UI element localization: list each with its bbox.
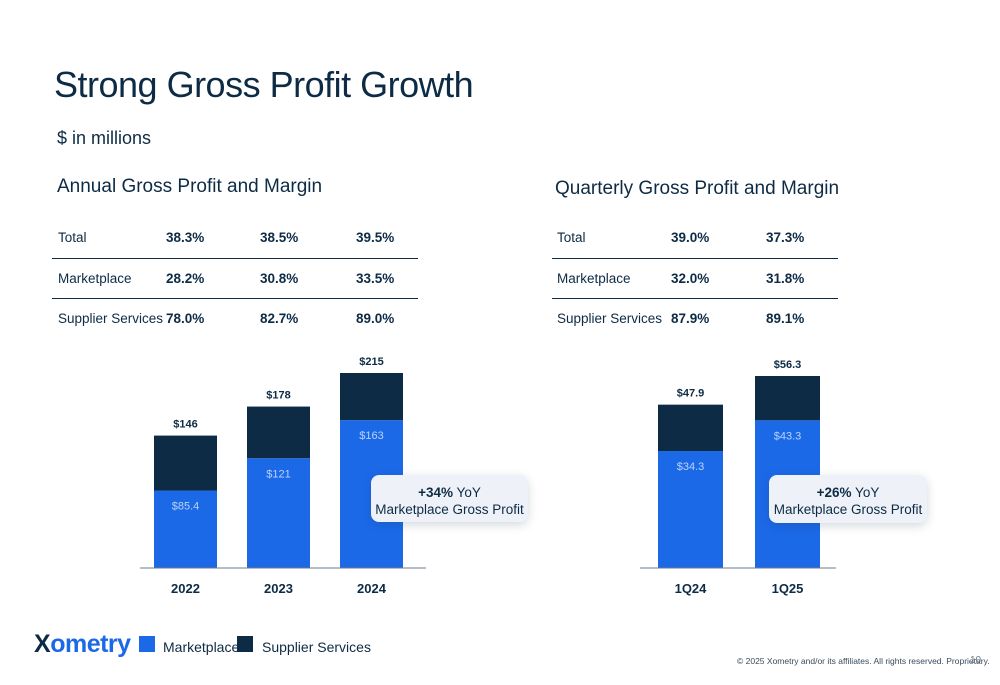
- data-label-marketplace: $85.4: [172, 501, 200, 513]
- table-cell: 87.9%: [671, 311, 710, 326]
- table-cell: 39.0%: [671, 230, 710, 245]
- data-label-total: $146: [173, 419, 197, 431]
- callout-suffix: YoY: [453, 485, 481, 500]
- table-row: Total 39.0% 37.3%: [552, 218, 838, 259]
- logo-text: ometry: [50, 630, 131, 658]
- quarterly-yoy-callout: +26% YoY Marketplace Gross Profit: [769, 475, 927, 523]
- row-label: Total: [58, 230, 87, 245]
- callout-pct: +34%: [418, 485, 454, 500]
- logo-mark: X: [34, 630, 51, 658]
- bar-supplier-services: [154, 435, 217, 491]
- bar-supplier-services: [340, 373, 403, 421]
- data-label-marketplace: $34.3: [677, 461, 705, 473]
- legend-swatch-supplier-services: [237, 636, 253, 652]
- table-cell: 37.3%: [766, 230, 805, 245]
- table-cell: 82.7%: [260, 311, 299, 326]
- x-tick-label: 2023: [264, 581, 293, 596]
- x-tick-label: 1Q24: [675, 581, 708, 596]
- row-label: Total: [557, 230, 586, 245]
- table-cell: 89.0%: [356, 311, 395, 326]
- bar-marketplace: [154, 490, 217, 568]
- legend-swatch-marketplace: [139, 636, 155, 652]
- page-subtitle: $ in millions: [57, 128, 152, 148]
- data-label-total: $215: [359, 356, 383, 368]
- row-label: Marketplace: [557, 270, 631, 286]
- row-label: Supplier Services: [58, 311, 164, 326]
- table-row: Supplier Services 78.0% 82.7% 89.0%: [52, 299, 418, 339]
- table-cell: 38.5%: [260, 230, 299, 245]
- bar-marketplace: [247, 458, 310, 568]
- copyright-notice: © 2025 Xometry and/or its affiliates. Al…: [737, 656, 990, 666]
- quarterly-margin-table: Total 39.0% 37.3% Marketplace 32.0% 31.8…: [552, 218, 838, 339]
- table-cell: 89.1%: [766, 311, 805, 326]
- row-label: Marketplace: [58, 270, 132, 286]
- page-number: 10: [970, 655, 982, 666]
- x-tick-label: 2022: [171, 581, 200, 596]
- data-label-marketplace: $43.3: [774, 430, 802, 442]
- legend-label-marketplace: Marketplace: [163, 639, 240, 655]
- legend-label-supplier-services: Supplier Services: [262, 639, 371, 655]
- x-tick-label: 2024: [357, 581, 387, 596]
- callout-pct: +26%: [816, 485, 852, 500]
- annual-yoy-callout: +34% YoY Marketplace Gross Profit: [371, 475, 528, 522]
- callout-line2: Marketplace Gross Profit: [773, 502, 923, 517]
- bar-marketplace: [658, 451, 723, 568]
- data-label-marketplace: $121: [266, 468, 290, 480]
- data-label-marketplace: $163: [359, 430, 383, 442]
- table-cell: 38.3%: [166, 230, 205, 245]
- callout-line2: Marketplace Gross Profit: [375, 502, 524, 517]
- bar-supplier-services: [658, 404, 723, 452]
- table-cell: 78.0%: [166, 311, 205, 326]
- bar-supplier-services: [247, 406, 310, 459]
- annual-panel-title: Annual Gross Profit and Margin: [57, 176, 323, 197]
- xometry-logo: Xometry: [34, 630, 131, 659]
- data-label-total: $56.3: [774, 359, 802, 371]
- table-row: Marketplace 32.0% 31.8%: [552, 259, 838, 299]
- page-title: Strong Gross Profit Growth: [54, 64, 474, 105]
- callout-suffix: YoY: [851, 485, 880, 500]
- table-row: Marketplace 28.2% 30.8% 33.5%: [52, 259, 418, 299]
- annual-margin-table: Total 38.3% 38.5% 39.5% Marketplace 28.2…: [52, 218, 418, 339]
- table-cell: 31.8%: [766, 270, 805, 286]
- data-label-total: $47.9: [677, 388, 705, 400]
- table-cell: 32.0%: [671, 270, 710, 286]
- table-row: Supplier Services 87.9% 89.1%: [552, 299, 838, 339]
- row-label: Supplier Services: [557, 311, 663, 326]
- x-tick-label: 1Q25: [772, 581, 804, 596]
- table-cell: 33.5%: [356, 270, 395, 286]
- data-label-total: $178: [266, 390, 290, 402]
- bar-supplier-services: [755, 376, 820, 421]
- table-row: Total 38.3% 38.5% 39.5%: [52, 218, 418, 259]
- table-cell: 39.5%: [356, 230, 395, 245]
- quarterly-panel-title: Quarterly Gross Profit and Margin: [555, 178, 840, 199]
- table-cell: 28.2%: [166, 270, 205, 286]
- table-cell: 30.8%: [260, 270, 299, 286]
